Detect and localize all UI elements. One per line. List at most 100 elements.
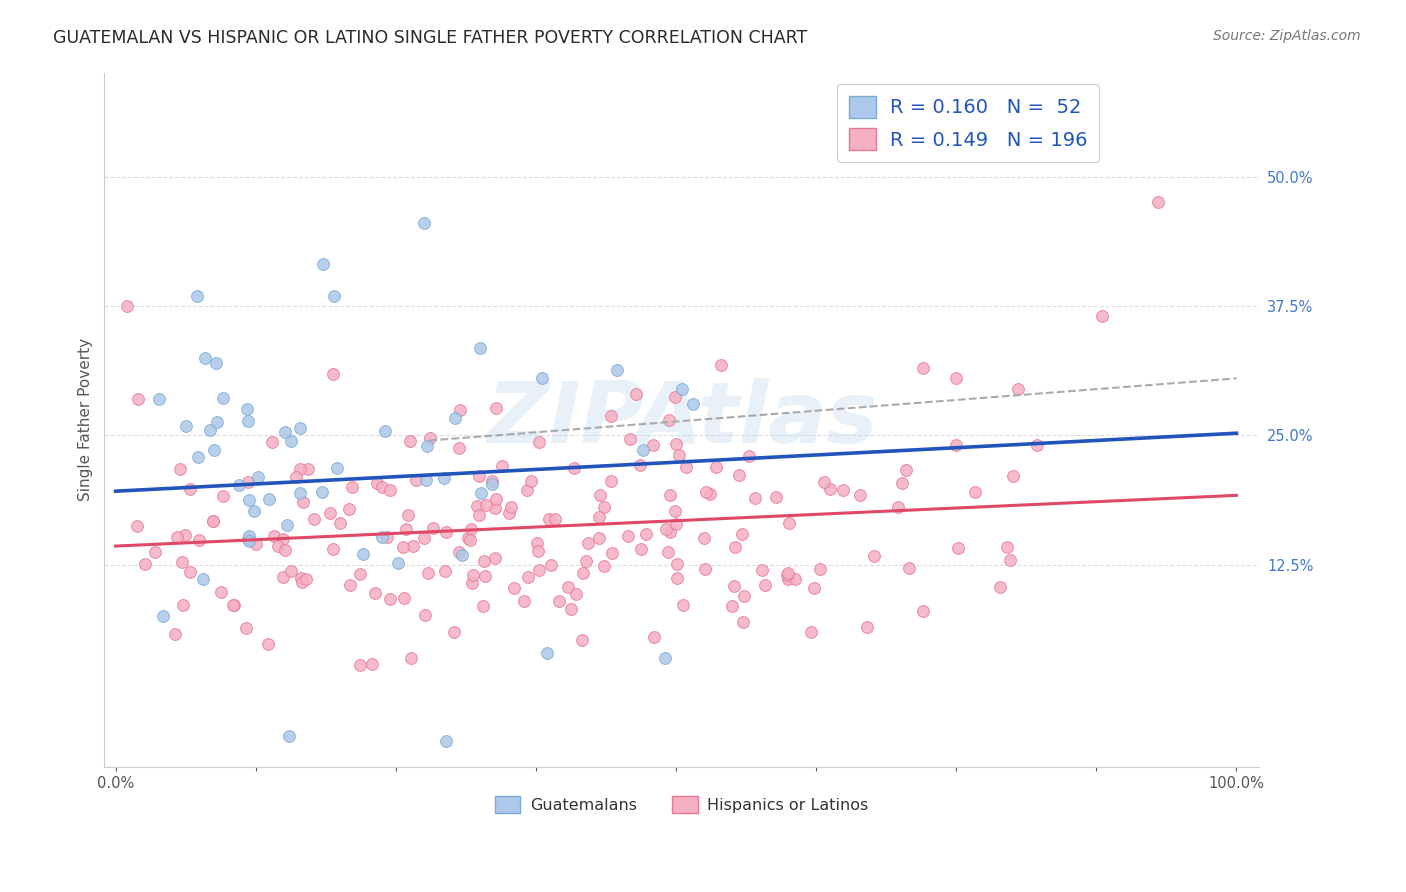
Point: [434, 733, 457, 747]
Point: [280, 434, 302, 449]
Point: [484, 501, 506, 516]
Point: [894, 463, 917, 477]
Point: [765, 490, 787, 504]
Point: [461, 575, 484, 590]
Point: [516, 570, 538, 584]
Point: [592, 500, 614, 514]
Point: [209, 585, 232, 599]
Point: [520, 475, 543, 489]
Point: [664, 390, 686, 404]
Point: [695, 562, 717, 576]
Point: [658, 488, 681, 502]
Point: [513, 594, 536, 608]
Point: [412, 216, 434, 230]
Point: [643, 630, 665, 644]
Point: [297, 462, 319, 476]
Point: [444, 410, 467, 425]
Point: [290, 571, 312, 585]
Point: [271, 532, 294, 546]
Point: [731, 526, 754, 541]
Point: [619, 432, 641, 446]
Point: [238, 414, 260, 428]
Point: [803, 581, 825, 595]
Point: [575, 554, 598, 568]
Point: [228, 477, 250, 491]
Point: [323, 288, 346, 302]
Point: [415, 473, 437, 487]
Point: [179, 566, 201, 580]
Point: [562, 460, 585, 475]
Point: [380, 592, 402, 607]
Point: [704, 459, 727, 474]
Point: [526, 536, 548, 550]
Point: [198, 423, 221, 437]
Point: [530, 371, 553, 385]
Point: [516, 483, 538, 497]
Point: [236, 475, 259, 489]
Point: [887, 500, 910, 514]
Text: GUATEMALAN VS HISPANIC OR LATINO SINGLE FATHER POVERTY CORRELATION CHART: GUATEMALAN VS HISPANIC OR LATINO SINGLE …: [53, 29, 807, 46]
Point: [666, 571, 689, 585]
Point: [152, 609, 174, 624]
Point: [115, 299, 138, 313]
Point: [434, 524, 457, 539]
Point: [776, 566, 799, 580]
Point: [392, 591, 415, 605]
Point: [179, 482, 201, 496]
Point: [212, 489, 235, 503]
Point: [415, 439, 437, 453]
Point: [571, 632, 593, 647]
Point: [633, 442, 655, 457]
Point: [600, 409, 623, 423]
Point: [212, 391, 235, 405]
Point: [636, 526, 658, 541]
Point: [422, 521, 444, 535]
Point: [387, 556, 409, 570]
Point: [339, 578, 361, 592]
Point: [728, 468, 751, 483]
Point: [998, 553, 1021, 567]
Point: [127, 392, 149, 406]
Point: [617, 529, 640, 543]
Point: [754, 578, 776, 592]
Point: [461, 568, 484, 582]
Point: [628, 458, 651, 472]
Point: [783, 572, 806, 586]
Point: [143, 545, 166, 559]
Point: [641, 438, 664, 452]
Point: [238, 533, 260, 548]
Point: [374, 424, 396, 438]
Point: [235, 621, 257, 635]
Point: [1002, 469, 1025, 483]
Point: [202, 442, 225, 457]
Point: [682, 397, 704, 411]
Point: [460, 533, 482, 548]
Point: [540, 558, 562, 573]
Point: [202, 514, 225, 528]
Point: [1026, 437, 1049, 451]
Point: [375, 530, 398, 544]
Point: [485, 491, 508, 506]
Point: [173, 528, 195, 542]
Point: [654, 651, 676, 665]
Point: [467, 499, 489, 513]
Point: [259, 492, 281, 507]
Point: [744, 491, 766, 505]
Point: [173, 598, 195, 612]
Point: [288, 486, 311, 500]
Point: [325, 461, 347, 475]
Point: [751, 563, 773, 577]
Point: [319, 506, 342, 520]
Point: [290, 462, 312, 476]
Point: [665, 517, 688, 532]
Point: [169, 462, 191, 476]
Point: [778, 572, 800, 586]
Point: [186, 289, 208, 303]
Point: [148, 392, 170, 406]
Point: [988, 580, 1011, 594]
Point: [433, 565, 456, 579]
Point: [322, 367, 344, 381]
Point: [433, 471, 456, 485]
Point: [457, 531, 479, 545]
Point: [911, 604, 934, 618]
